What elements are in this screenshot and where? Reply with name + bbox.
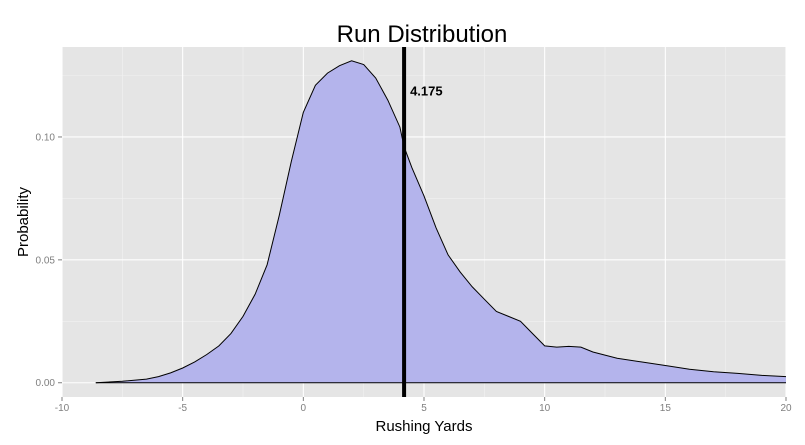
y-axis: 0.00 0.05 0.10 [36, 132, 62, 389]
x-axis-title: Rushing Yards [375, 418, 472, 435]
x-tick-label: 20 [780, 403, 792, 414]
chart-title: Run Distribution [337, 21, 508, 48]
y-tick-label: 0.05 [36, 255, 56, 266]
x-tick-label: 0 [301, 403, 307, 414]
y-tick-label: 0.10 [36, 132, 56, 143]
x-axis: -10 -5 0 5 10 15 20 [55, 397, 792, 414]
mean-line-label: 4.175 [410, 83, 443, 98]
x-tick-label: 15 [660, 403, 672, 414]
x-tick-label: 10 [539, 403, 551, 414]
major-grid [61, 47, 787, 397]
y-axis-title: Probability [15, 186, 32, 257]
mean-line-layer: 4.175 [402, 47, 443, 397]
density-fill [95, 60, 787, 383]
x-tick-label: -10 [55, 403, 70, 414]
x-tick-label: -5 [178, 403, 187, 414]
x-tick-label: 5 [421, 403, 427, 414]
y-tick-label: 0.00 [36, 378, 56, 389]
